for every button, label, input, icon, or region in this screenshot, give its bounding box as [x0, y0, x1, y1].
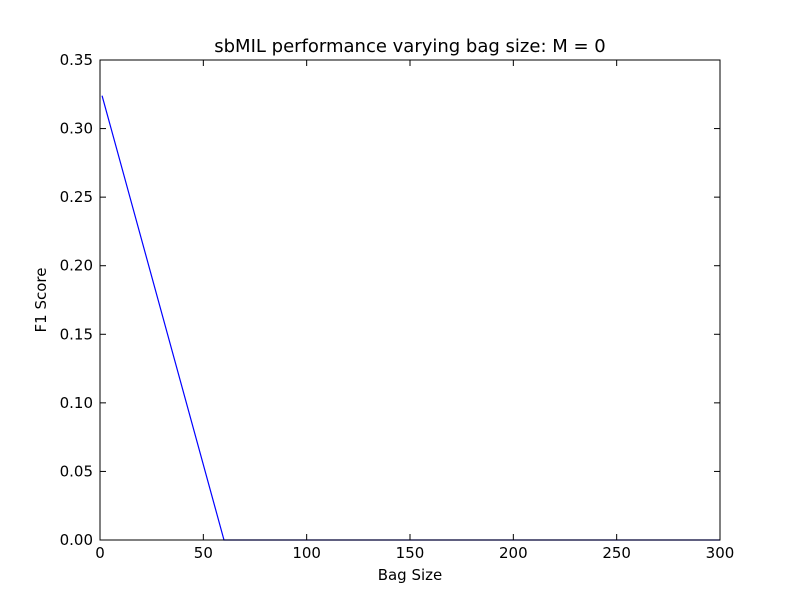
x-axis-label: Bag Size	[378, 566, 443, 584]
y-tick-label: 0.10	[60, 394, 93, 412]
y-tick-label: 0.20	[60, 257, 93, 275]
x-tick-label: 0	[95, 544, 105, 562]
y-tick-label: 0.05	[60, 462, 93, 480]
tick-labels: 0 50 100 150 200 250 300 0.00 0.05 0.10 0.15 0.20 0.…	[60, 51, 735, 562]
y-tick-label: 0.25	[60, 188, 93, 206]
ticks	[99, 59, 721, 541]
y-tick-label: 0.00	[60, 531, 93, 549]
series-line-0	[101, 95, 720, 541]
y-axis-label: F1 Score	[32, 268, 50, 333]
y-tick-label: 0.35	[60, 51, 93, 69]
y-tick-label: 0.30	[60, 120, 93, 138]
y-tick-label: 0.15	[60, 325, 93, 343]
plot-frame	[99, 59, 721, 541]
x-tick-label: 250	[602, 544, 631, 562]
x-tick-label: 100	[292, 544, 321, 562]
plot-series	[101, 95, 720, 541]
x-tick-label: 300	[706, 544, 735, 562]
x-tick-label: 150	[396, 544, 425, 562]
chart-title: sbMIL performance varying bag size: M = …	[214, 36, 605, 57]
x-tick-label: 200	[499, 544, 528, 562]
x-tick-label: 50	[194, 544, 213, 562]
